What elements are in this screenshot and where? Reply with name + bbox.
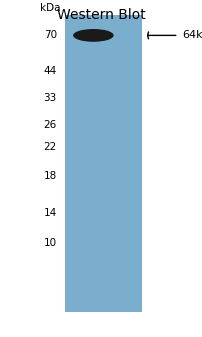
Text: 33: 33	[43, 93, 57, 103]
Text: 70: 70	[43, 30, 57, 40]
Text: 22: 22	[43, 142, 57, 152]
Text: kDa: kDa	[40, 3, 61, 13]
Text: 10: 10	[43, 238, 57, 248]
Ellipse shape	[73, 29, 113, 42]
Text: 18: 18	[43, 171, 57, 181]
Bar	[65, 15, 141, 312]
Text: Western Blot: Western Blot	[57, 8, 145, 23]
Text: 26: 26	[43, 120, 57, 130]
Text: 64kDa: 64kDa	[182, 30, 202, 40]
Text: 44: 44	[43, 66, 57, 76]
Text: 14: 14	[43, 208, 57, 218]
